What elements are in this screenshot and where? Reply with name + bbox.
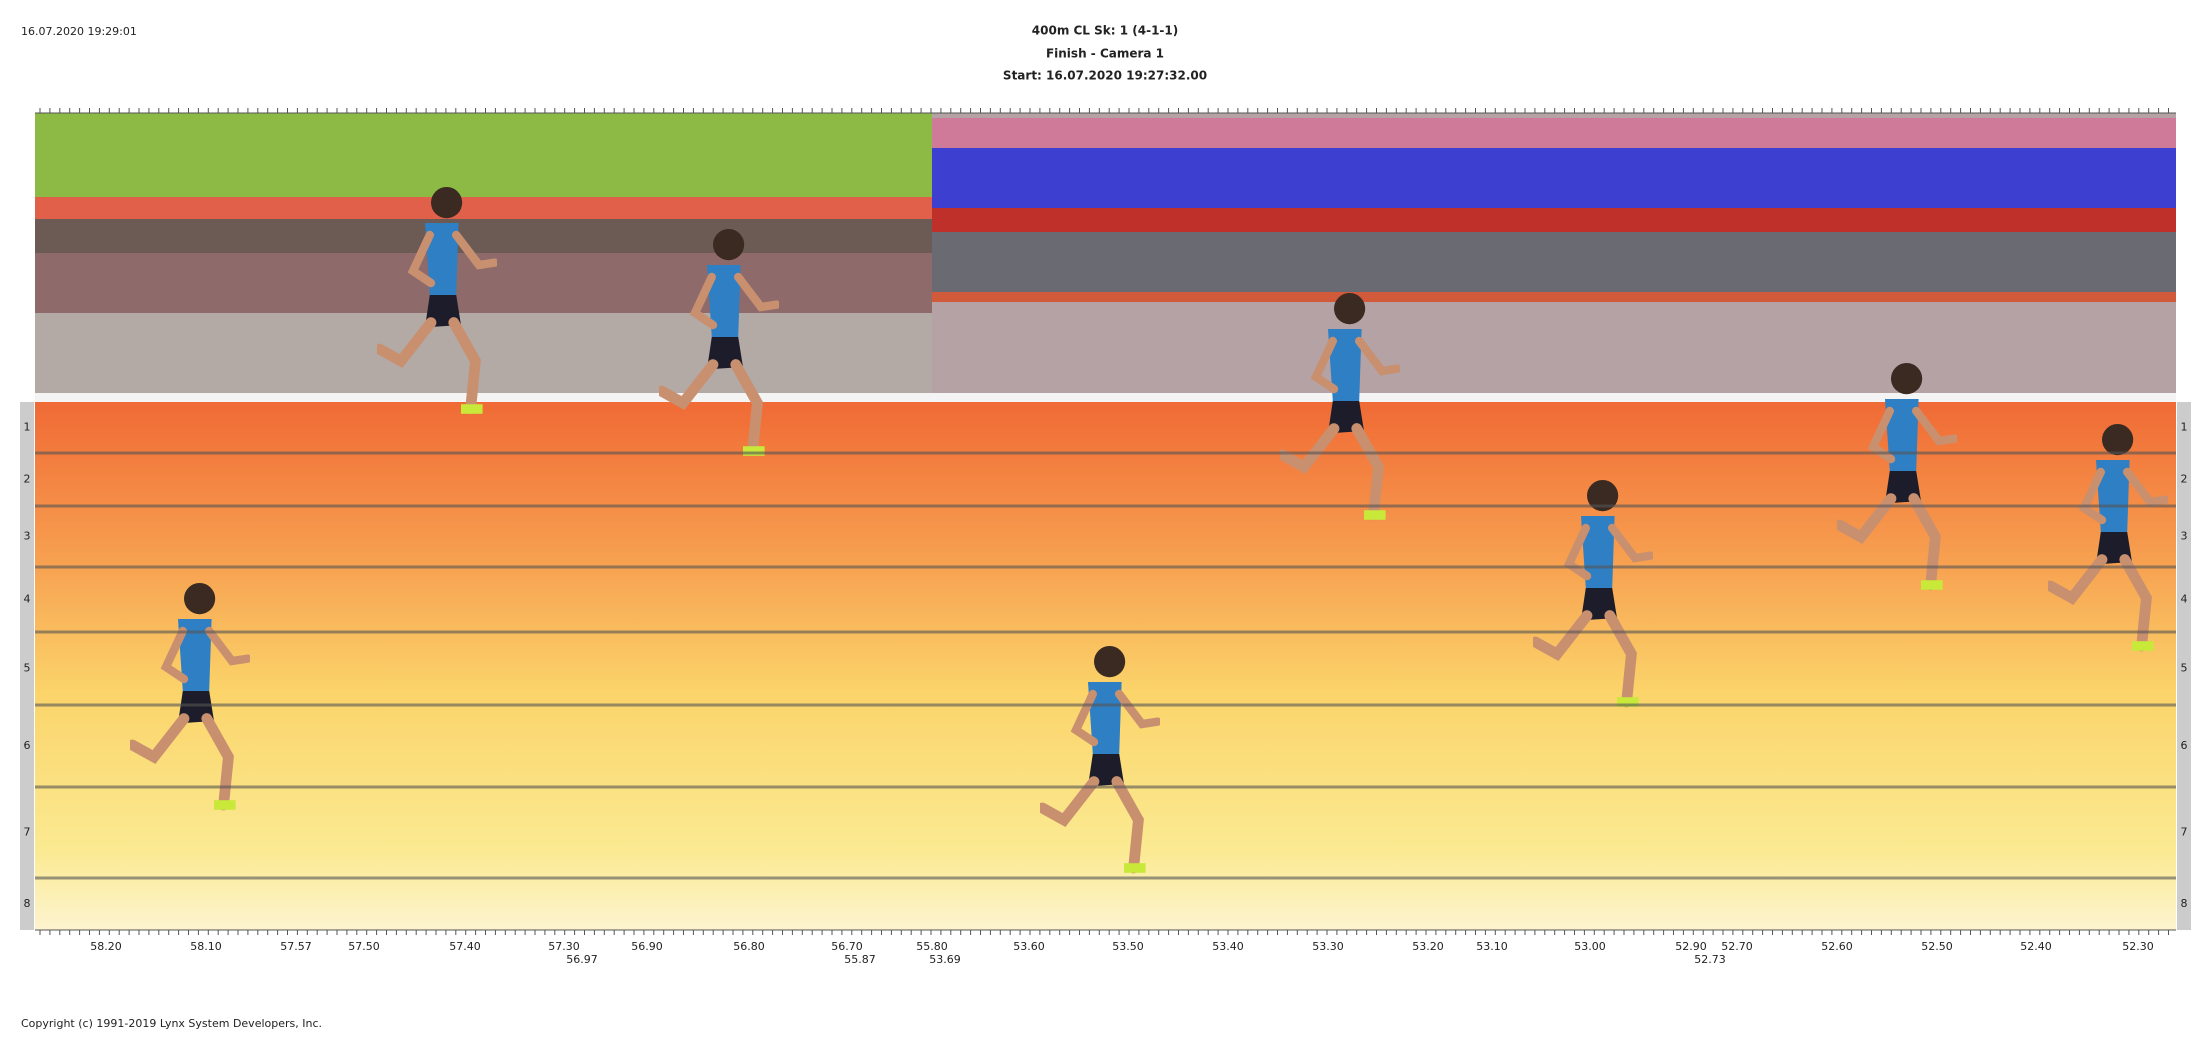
lane-number: 2 <box>24 473 31 486</box>
time-label: 53.50 <box>1112 940 1144 953</box>
time-label: 56.70 <box>831 940 863 953</box>
time-label: 53.00 <box>1574 940 1606 953</box>
lane-number: 3 <box>24 530 31 543</box>
lane-number: 1 <box>2181 421 2188 434</box>
time-label: 52.30 <box>2122 940 2154 953</box>
time-label: 52.60 <box>1821 940 1853 953</box>
time-label: 57.50 <box>348 940 380 953</box>
lane-number: 6 <box>2181 739 2188 752</box>
time-label: 58.20 <box>90 940 122 953</box>
time-label: 58.10 <box>190 940 222 953</box>
lane-strip-left <box>20 402 34 930</box>
lane-number: 6 <box>24 739 31 752</box>
lane-number: 2 <box>2181 473 2188 486</box>
time-label: 53.69 <box>929 953 961 966</box>
time-label: 57.30 <box>548 940 580 953</box>
lane-strip-right <box>2177 402 2191 930</box>
lane-number: 4 <box>24 593 31 606</box>
time-label: 52.73 <box>1694 953 1726 966</box>
time-label: 52.40 <box>2020 940 2052 953</box>
lane-number: 8 <box>2181 897 2188 910</box>
lane-number: 3 <box>2181 530 2188 543</box>
title: 400m CL Sk: 1 (4-1-1) <box>1032 24 1178 38</box>
time-label: 53.10 <box>1476 940 1508 953</box>
time-label: 56.90 <box>631 940 663 953</box>
lane-number: 1 <box>24 421 31 434</box>
lane-number: 7 <box>24 826 31 839</box>
lane-number: 5 <box>24 662 31 675</box>
time-label: 57.57 <box>280 940 312 953</box>
time-label: 57.40 <box>449 940 481 953</box>
start-time: Start: 16.07.2020 19:27:32.00 <box>1003 69 1207 83</box>
lane-number: 7 <box>2181 826 2188 839</box>
time-label: 55.80 <box>916 940 948 953</box>
lane-number: 5 <box>2181 662 2188 675</box>
subtitle: Finish - Camera 1 <box>1046 47 1164 61</box>
timestamp: 16.07.2020 19:29:01 <box>21 25 137 38</box>
time-label: 53.40 <box>1212 940 1244 953</box>
time-label: 53.20 <box>1412 940 1444 953</box>
time-label: 55.87 <box>844 953 876 966</box>
image-background <box>35 113 2176 930</box>
lane-number: 4 <box>2181 593 2188 606</box>
time-label: 53.30 <box>1312 940 1344 953</box>
time-label: 52.70 <box>1721 940 1753 953</box>
time-label: 53.60 <box>1013 940 1045 953</box>
time-label: 56.97 <box>566 953 598 966</box>
copyright: Copyright (c) 1991-2019 Lynx System Deve… <box>21 1017 322 1030</box>
lane-number: 8 <box>24 897 31 910</box>
time-label: 56.80 <box>733 940 765 953</box>
time-label: 52.90 <box>1675 940 1707 953</box>
time-label: 52.50 <box>1921 940 1953 953</box>
